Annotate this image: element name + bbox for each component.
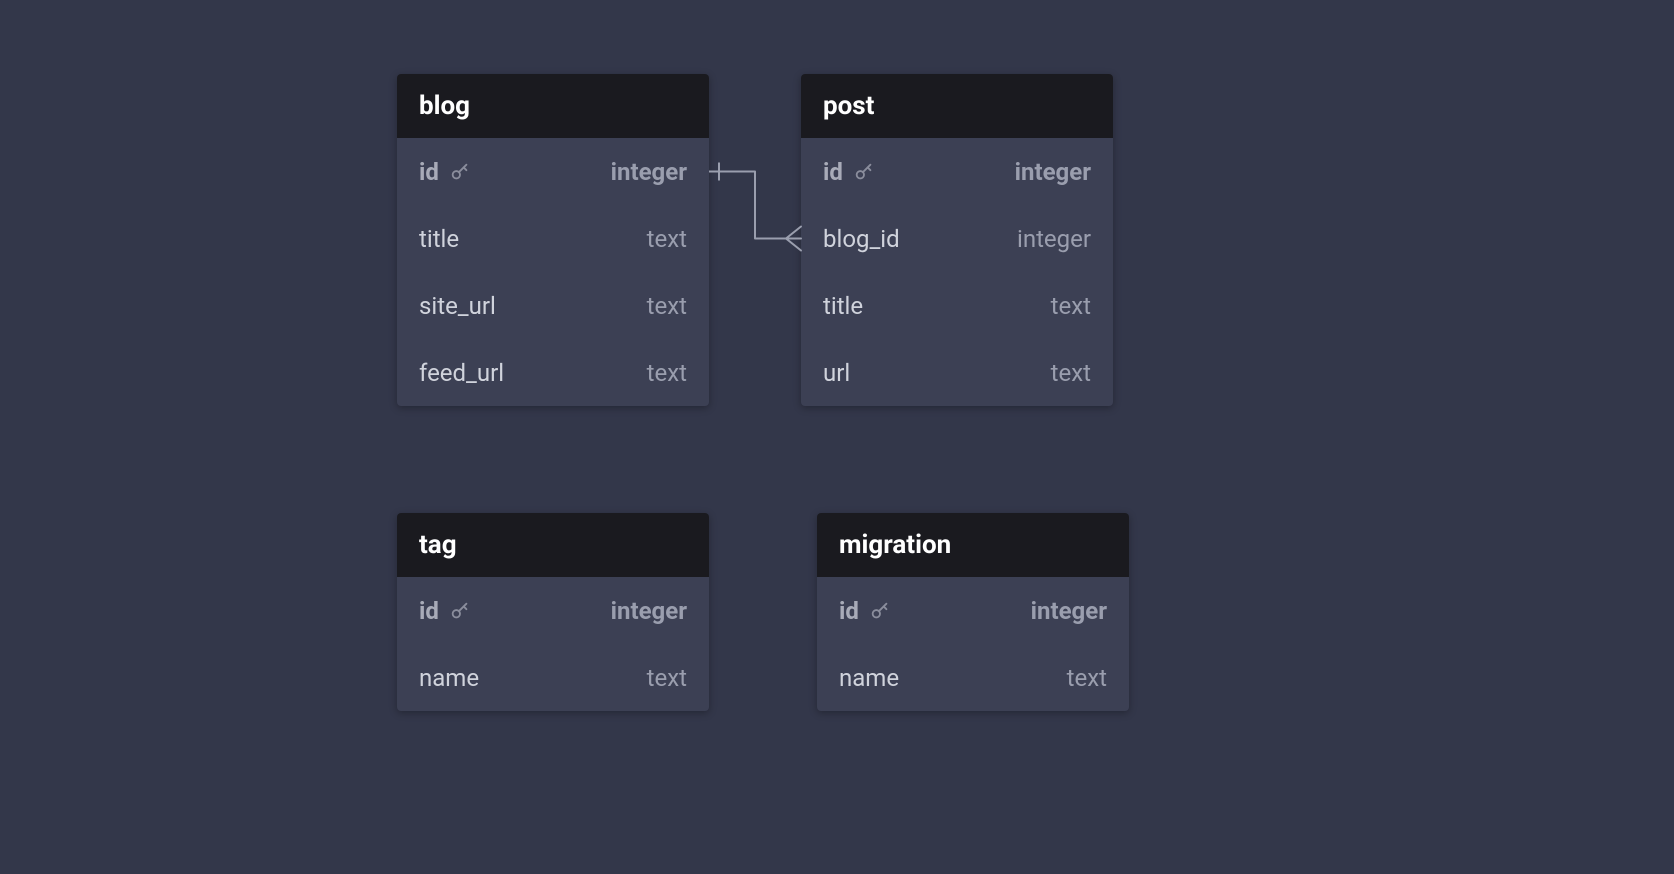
column-type: integer (1017, 225, 1091, 253)
table-column-tag-name[interactable]: name text (397, 644, 709, 711)
column-name-wrap: site_url (419, 292, 496, 320)
table-column-blog-title[interactable]: title text (397, 205, 709, 272)
key-icon (449, 600, 471, 622)
column-type: text (647, 225, 687, 253)
column-type: text (1051, 292, 1091, 320)
table-tag[interactable]: tag id integer name text (397, 513, 709, 711)
table-post[interactable]: postid integerblog_idintegertitletexturl… (801, 74, 1113, 406)
column-name: name (419, 664, 479, 692)
table-migration[interactable]: migration id integer name text (817, 513, 1129, 711)
column-name-wrap: title (419, 225, 459, 253)
column-name-wrap: id (419, 158, 471, 186)
table-column-post-blog_id[interactable]: blog_id integer (801, 205, 1113, 272)
column-type: text (1067, 664, 1107, 692)
column-name-wrap: name (839, 664, 899, 692)
column-name: site_url (419, 292, 496, 320)
column-type: text (647, 664, 687, 692)
table-header-post[interactable]: post (801, 74, 1113, 138)
table-title: migration (839, 530, 951, 560)
column-name: title (419, 225, 459, 253)
column-name-wrap: id (839, 597, 891, 625)
table-title: blog (419, 91, 470, 121)
table-column-tag-id[interactable]: id integer (397, 577, 709, 644)
key-icon (869, 600, 891, 622)
column-type: text (647, 359, 687, 387)
column-name-wrap: blog_id (823, 225, 900, 253)
table-column-migration-id[interactable]: id integer (817, 577, 1129, 644)
column-name-wrap: id (419, 597, 471, 625)
key-icon (853, 161, 875, 183)
table-blog[interactable]: blogid integertitletextsite_urltextfeed_… (397, 74, 709, 406)
table-column-blog-feed_url[interactable]: feed_url text (397, 339, 709, 406)
table-header-blog[interactable]: blog (397, 74, 709, 138)
column-name: id (839, 597, 859, 625)
column-name-wrap: url (823, 359, 850, 387)
table-column-migration-name[interactable]: name text (817, 644, 1129, 711)
column-name-wrap: id (823, 158, 875, 186)
column-name-wrap: feed_url (419, 359, 504, 387)
column-name: title (823, 292, 863, 320)
column-type: integer (1015, 158, 1091, 186)
column-name: name (839, 664, 899, 692)
table-column-blog-id[interactable]: id integer (397, 138, 709, 205)
table-column-post-title[interactable]: title text (801, 272, 1113, 339)
table-header-tag[interactable]: tag (397, 513, 709, 577)
column-type: integer (1031, 597, 1107, 625)
column-name: feed_url (419, 359, 504, 387)
column-name: id (419, 597, 439, 625)
key-icon (449, 161, 471, 183)
column-type: text (1051, 359, 1091, 387)
column-name-wrap: title (823, 292, 863, 320)
table-title: tag (419, 530, 457, 560)
column-name: url (823, 359, 850, 387)
column-type: integer (611, 158, 687, 186)
table-title: post (823, 91, 874, 121)
table-header-migration[interactable]: migration (817, 513, 1129, 577)
column-name: id (823, 158, 843, 186)
column-name-wrap: name (419, 664, 479, 692)
column-type: text (647, 292, 687, 320)
column-type: integer (611, 597, 687, 625)
column-name: blog_id (823, 225, 900, 253)
table-column-post-id[interactable]: id integer (801, 138, 1113, 205)
table-column-blog-site_url[interactable]: site_url text (397, 272, 709, 339)
column-name: id (419, 158, 439, 186)
table-column-post-url[interactable]: url text (801, 339, 1113, 406)
erd-canvas: blogid integertitletextsite_urltextfeed_… (0, 0, 1674, 874)
